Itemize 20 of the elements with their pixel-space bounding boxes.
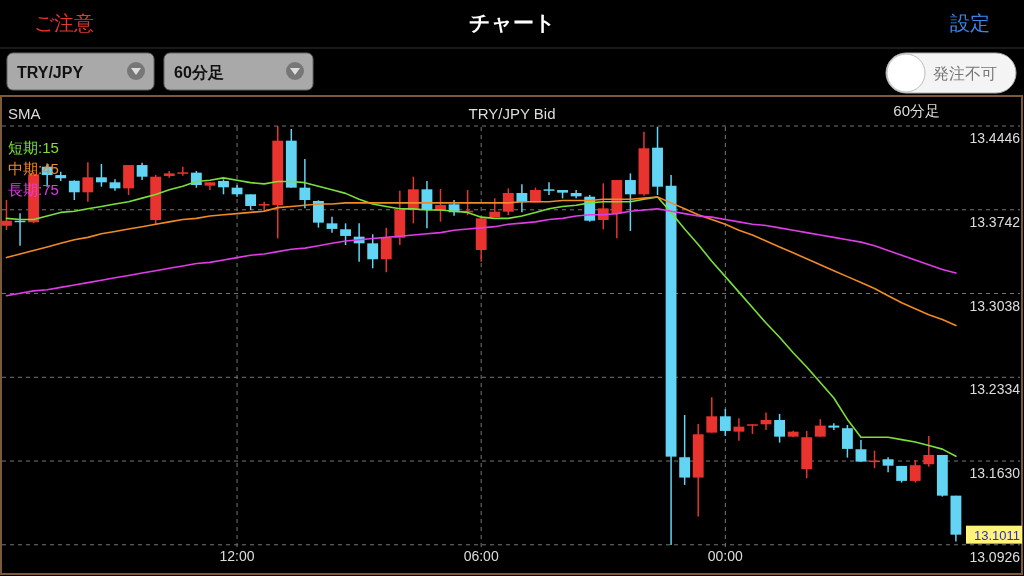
annotation: SMA — [8, 105, 41, 122]
text: 60分足 — [174, 64, 224, 81]
y-tick-label: 13.3742 — [969, 213, 1021, 230]
text: ご注意 — [34, 12, 94, 34]
x-tick-label: 00:00 — [707, 548, 744, 564]
x-tick-label: 12:00 — [219, 548, 255, 564]
y-tick-label: 13.2334 — [969, 381, 1021, 398]
y-tick-label: 13.3038 — [969, 297, 1021, 314]
text: TRY/JPY Bid — [468, 105, 556, 122]
y-tick-label: 13.0926 — [969, 548, 1021, 565]
text: 設定 — [950, 12, 990, 34]
annotation: 60分足 — [893, 102, 940, 119]
x-tick-label: 06:00 — [463, 548, 499, 564]
y-tick-label: 13.1630 — [969, 465, 1021, 482]
y-tick-label: 13.4446 — [969, 130, 1021, 147]
text: TRY/JPY — [17, 64, 84, 81]
chart-title: チャート — [468, 11, 556, 34]
text: 発注不可 — [933, 65, 997, 82]
text: 短期:15 — [8, 139, 59, 156]
text: 13.1011 — [973, 527, 1020, 543]
